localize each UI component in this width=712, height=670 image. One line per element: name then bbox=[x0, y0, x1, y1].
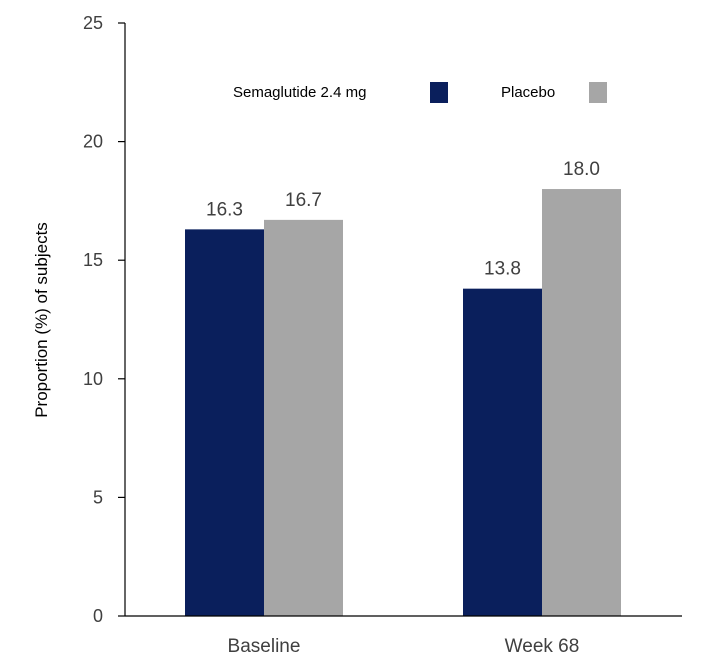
y-tick-label: 5 bbox=[93, 487, 103, 507]
y-tick-label: 0 bbox=[93, 606, 103, 626]
y-tick-label: 10 bbox=[83, 369, 103, 389]
y-tick-label: 25 bbox=[83, 13, 103, 33]
y-tick-label: 15 bbox=[83, 250, 103, 270]
bars bbox=[185, 189, 621, 617]
data-label: 16.3 bbox=[206, 199, 243, 220]
y-axis-title: Proportion (%) of subjects bbox=[32, 222, 51, 418]
data-label: 18.0 bbox=[563, 159, 600, 180]
bar-placebo-week68 bbox=[542, 189, 621, 617]
data-label: 13.8 bbox=[484, 259, 521, 280]
legend-label-semaglutide: Semaglutide 2.4 mg bbox=[233, 84, 366, 101]
legend-swatch-semaglutide bbox=[430, 82, 448, 103]
category-label-baseline: Baseline bbox=[228, 636, 301, 657]
bar-semaglutide-baseline bbox=[185, 229, 264, 616]
legend: Semaglutide 2.4 mg Placebo bbox=[233, 82, 607, 103]
bar-semaglutide-week68 bbox=[463, 288, 542, 616]
bar-placebo-baseline bbox=[264, 219, 343, 616]
data-labels: 16.3 16.7 13.8 18.0 bbox=[206, 159, 600, 280]
category-label-week68: Week 68 bbox=[505, 636, 580, 657]
legend-swatch-placebo bbox=[589, 82, 607, 103]
y-tick-label: 20 bbox=[83, 132, 103, 152]
x-axis-category-labels: Baseline Week 68 bbox=[228, 636, 580, 657]
data-label: 16.7 bbox=[285, 190, 322, 211]
legend-label-placebo: Placebo bbox=[501, 84, 555, 101]
y-axis-ticks: 0 5 10 15 20 25 bbox=[83, 13, 125, 626]
